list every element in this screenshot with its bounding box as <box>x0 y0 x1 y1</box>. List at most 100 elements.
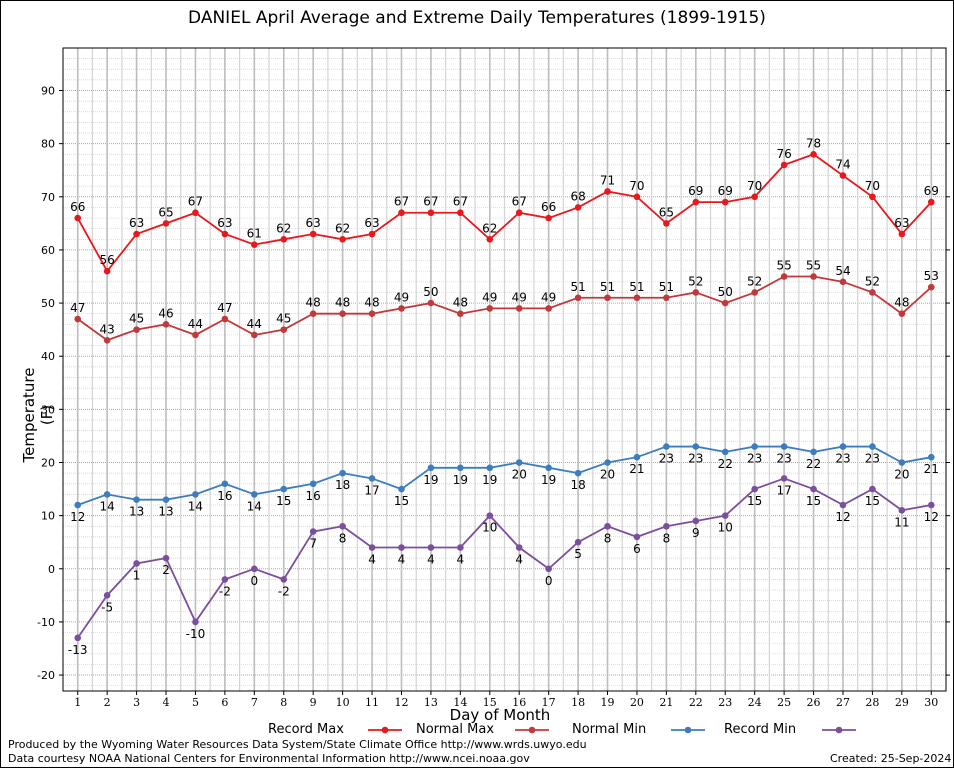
data-point <box>604 294 611 302</box>
data-label: 12 <box>924 510 939 524</box>
data-point <box>339 310 346 318</box>
data-point <box>721 512 729 519</box>
data-label: 48 <box>894 296 909 310</box>
data-label: 71 <box>600 173 615 187</box>
data-point <box>162 496 170 503</box>
x-tick-label: 17 <box>542 696 556 709</box>
data-point <box>427 299 435 307</box>
data-point <box>486 305 494 312</box>
data-point <box>368 230 376 238</box>
data-label: 15 <box>747 494 762 508</box>
data-label: 62 <box>335 221 350 235</box>
data-point <box>780 443 788 450</box>
data-point <box>486 512 494 519</box>
data-point <box>751 193 758 201</box>
data-point <box>74 634 82 642</box>
data-label: 19 <box>482 473 497 487</box>
data-point <box>810 485 817 493</box>
data-label: 4 <box>457 553 465 567</box>
x-tick-label: 13 <box>424 696 438 709</box>
data-label: 14 <box>188 499 203 513</box>
data-label: 45 <box>276 312 291 326</box>
data-label: 70 <box>629 179 644 193</box>
data-label: 49 <box>512 290 527 304</box>
data-label: 49 <box>541 290 556 304</box>
data-point <box>133 230 140 238</box>
data-label: 53 <box>924 269 939 283</box>
data-point <box>133 560 140 567</box>
data-point <box>869 443 876 450</box>
data-label: 44 <box>247 317 262 331</box>
data-point <box>633 294 641 302</box>
data-point <box>339 236 346 243</box>
data-label: 4 <box>515 553 523 567</box>
data-label: 43 <box>100 322 115 336</box>
y-tick-label: -10 <box>37 616 55 629</box>
data-label: 51 <box>659 280 674 294</box>
data-point <box>457 310 464 318</box>
x-tick-label: 25 <box>777 696 791 709</box>
data-label: 17 <box>776 483 791 497</box>
legend-marker <box>381 726 389 734</box>
data-label: 69 <box>718 184 733 198</box>
x-tick-label: 30 <box>924 696 938 709</box>
data-label: 12 <box>835 510 850 524</box>
data-label: 52 <box>747 274 762 288</box>
y-tick-label: 10 <box>41 510 55 523</box>
data-label: 21 <box>629 462 644 476</box>
data-point <box>398 305 405 312</box>
data-point <box>869 289 876 296</box>
data-point <box>663 220 670 227</box>
data-label: 68 <box>570 189 585 203</box>
x-tick-label: 22 <box>689 696 703 709</box>
data-label: 16 <box>306 489 321 503</box>
data-label: 18 <box>570 478 585 492</box>
data-point <box>457 464 464 472</box>
data-point <box>251 491 258 498</box>
data-label: 20 <box>894 467 909 481</box>
x-tick-label: 6 <box>221 696 228 709</box>
data-label: 23 <box>776 452 791 466</box>
data-point <box>780 475 788 482</box>
x-tick-label: 28 <box>865 696 879 709</box>
x-tick-label: 24 <box>748 696 762 709</box>
data-label: 51 <box>570 280 585 294</box>
data-label: 78 <box>806 136 821 150</box>
data-point <box>663 443 670 450</box>
data-point <box>103 491 111 498</box>
data-label: 52 <box>865 274 880 288</box>
data-label: 6 <box>633 542 641 556</box>
data-point <box>810 150 817 158</box>
data-label: 56 <box>100 253 115 267</box>
data-label: 8 <box>339 531 347 545</box>
data-label: 17 <box>364 483 379 497</box>
data-point <box>192 331 199 339</box>
data-label: 62 <box>276 221 291 235</box>
x-axis-label: Day of Month <box>449 706 551 724</box>
data-point <box>280 326 288 333</box>
data-label: 51 <box>629 280 644 294</box>
data-label: 74 <box>835 158 850 172</box>
data-label: 19 <box>453 473 468 487</box>
data-point <box>368 310 376 318</box>
x-tick-label: 2 <box>104 696 111 709</box>
x-tick-label: 1 <box>74 696 81 709</box>
legend-marker <box>684 726 692 734</box>
data-point <box>692 443 700 450</box>
data-point <box>74 214 82 222</box>
data-point <box>663 294 670 302</box>
data-label: -13 <box>68 643 88 657</box>
y-tick-label: 30 <box>41 403 55 416</box>
data-label: 0 <box>545 574 553 588</box>
x-tick-label: 8 <box>280 696 287 709</box>
data-point <box>251 331 258 339</box>
data-label: 21 <box>924 462 939 476</box>
data-point <box>427 464 435 472</box>
data-label: 23 <box>747 452 762 466</box>
legend-record-min: Record Min <box>724 722 796 737</box>
data-point <box>427 209 435 217</box>
data-point <box>192 209 199 217</box>
x-tick-label: 21 <box>659 696 673 709</box>
y-axis-label: Temperature (F) <box>20 367 56 463</box>
data-label: 4 <box>398 553 406 567</box>
